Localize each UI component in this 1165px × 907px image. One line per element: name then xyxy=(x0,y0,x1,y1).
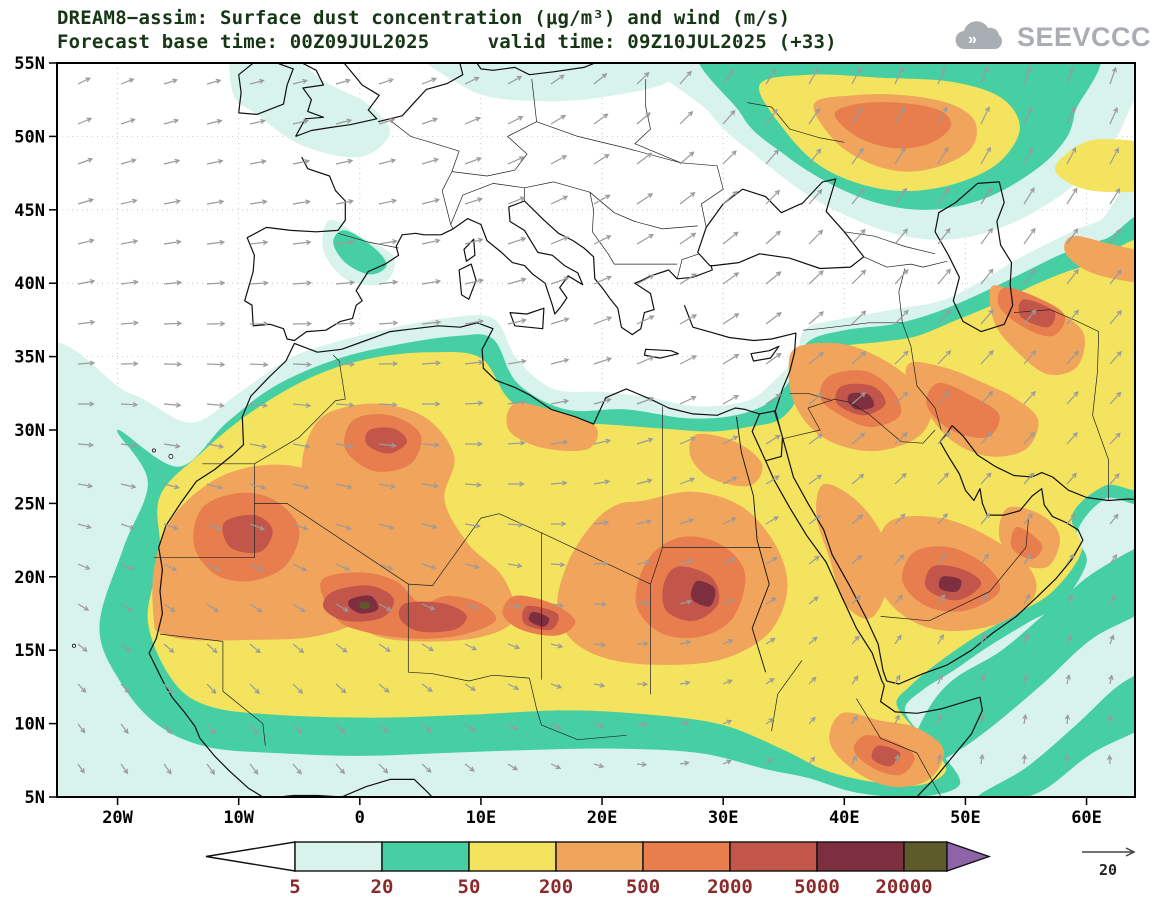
colorbar-label: 20000 xyxy=(875,876,932,898)
y-tick-label: 55N xyxy=(14,54,45,74)
wind-reference-arrow xyxy=(1082,847,1136,857)
x-tick-label: 20E xyxy=(587,808,618,828)
y-tick-label: 50N xyxy=(14,127,45,147)
colorbar-label: 200 xyxy=(539,876,573,898)
y-tick-label: 45N xyxy=(14,201,45,221)
colorbar-label: 2000 xyxy=(707,876,753,898)
chart-subtitle: Forecast base time: 00Z09JUL2025 valid t… xyxy=(57,31,837,53)
wind-arrows xyxy=(77,66,1122,775)
colorbar-label: 20 xyxy=(371,876,394,898)
y-tick-label: 10N xyxy=(14,715,45,735)
axis-labels: 55N 50N 45N 40N 35N 30N 25N 20N 15N 10N 5N 20W 10W 0 1… xyxy=(14,54,1102,828)
wind-reference-label: 20 xyxy=(1099,861,1117,879)
y-tick-label: 25N xyxy=(14,494,45,514)
x-tick-label: 50E xyxy=(950,808,981,828)
colorbar-label: 5 xyxy=(289,876,300,898)
chart-title: DREAM8−assim: Surface dust concentration… xyxy=(57,7,791,29)
x-tick-label: 20W xyxy=(102,808,133,828)
x-tick-label: 10E xyxy=(466,808,497,828)
x-tick-label: 40E xyxy=(829,808,860,828)
x-tick-label: 0 xyxy=(355,808,365,828)
x-tick-label: 60E xyxy=(1071,808,1102,828)
x-tick-label: 30E xyxy=(708,808,739,828)
colorbar-label: 500 xyxy=(626,876,660,898)
y-tick-label: 5N xyxy=(25,788,45,808)
y-tick-label: 20N xyxy=(14,568,45,588)
y-tick-label: 15N xyxy=(14,641,45,661)
colorbar-label: 50 xyxy=(458,876,481,898)
dust-concentration-layer xyxy=(57,63,1135,797)
y-tick-label: 30N xyxy=(14,421,45,441)
y-tick-label: 40N xyxy=(14,274,45,294)
svg-text:»: » xyxy=(968,31,977,48)
wind-reference: 20 xyxy=(1082,847,1136,879)
colorbar-label: 5000 xyxy=(794,876,840,898)
y-tick-label: 35N xyxy=(14,348,45,368)
logo-text: SEEVCCC xyxy=(1016,21,1151,52)
cloud-icon: » xyxy=(955,21,1002,50)
colorbar: 5 20 50 200 500 2000 5000 20000 xyxy=(205,841,992,898)
seevccc-logo: » SEEVCCC xyxy=(953,18,1151,56)
x-tick-label: 10W xyxy=(223,808,254,828)
